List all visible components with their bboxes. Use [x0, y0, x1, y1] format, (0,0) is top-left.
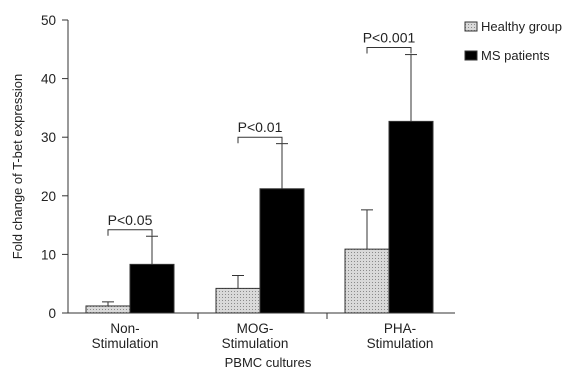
legend-label: Healthy group [481, 19, 562, 34]
category-label-line2: Stimulation [92, 336, 159, 351]
bar-healthy-1 [215, 287, 261, 314]
bars [85, 120, 434, 314]
legend-swatch-healthy [464, 21, 478, 32]
bar-healthy-2 [344, 248, 390, 314]
bar-ms-1 [259, 188, 305, 314]
category-label-line1: Non- [110, 321, 139, 336]
category-label-line1: MOG- [237, 321, 274, 336]
y-tick-label: 30 [41, 130, 56, 145]
axes: 01020304050Non-StimulationMOG-Stimulatio… [10, 13, 455, 370]
y-tick-label: 10 [41, 247, 56, 262]
legend-swatch-ms [464, 50, 478, 61]
error-bars [102, 54, 417, 306]
category-label-line1: PHA- [384, 321, 416, 336]
bar-ms-2 [388, 120, 434, 314]
y-axis-title: Fold change of T-bet expression [10, 74, 25, 260]
significance-bracket [107, 229, 153, 236]
y-tick-label: 20 [41, 189, 56, 204]
x-axis-title: PBMC cultures [225, 355, 312, 370]
y-tick-label: 40 [41, 72, 56, 87]
y-tick-label: 0 [48, 306, 56, 321]
significance-annotations: P<0.05 P<0.01 P<0.001 [107, 30, 416, 236]
bar-ms-0 [129, 263, 175, 314]
category-label-line2: Stimulation [222, 336, 289, 351]
category-label-line2: Stimulation [367, 336, 434, 351]
p-value-label: P<0.01 [238, 119, 283, 135]
legend-label: MS patients [481, 48, 550, 63]
p-value-label: P<0.001 [363, 30, 416, 46]
significance-bracket [366, 47, 412, 54]
bar-healthy-0 [85, 305, 131, 314]
y-tick-label: 50 [41, 13, 56, 28]
significance-bracket [237, 136, 283, 144]
legend: Healthy group MS patients [464, 19, 562, 63]
p-value-label: P<0.05 [108, 212, 153, 228]
